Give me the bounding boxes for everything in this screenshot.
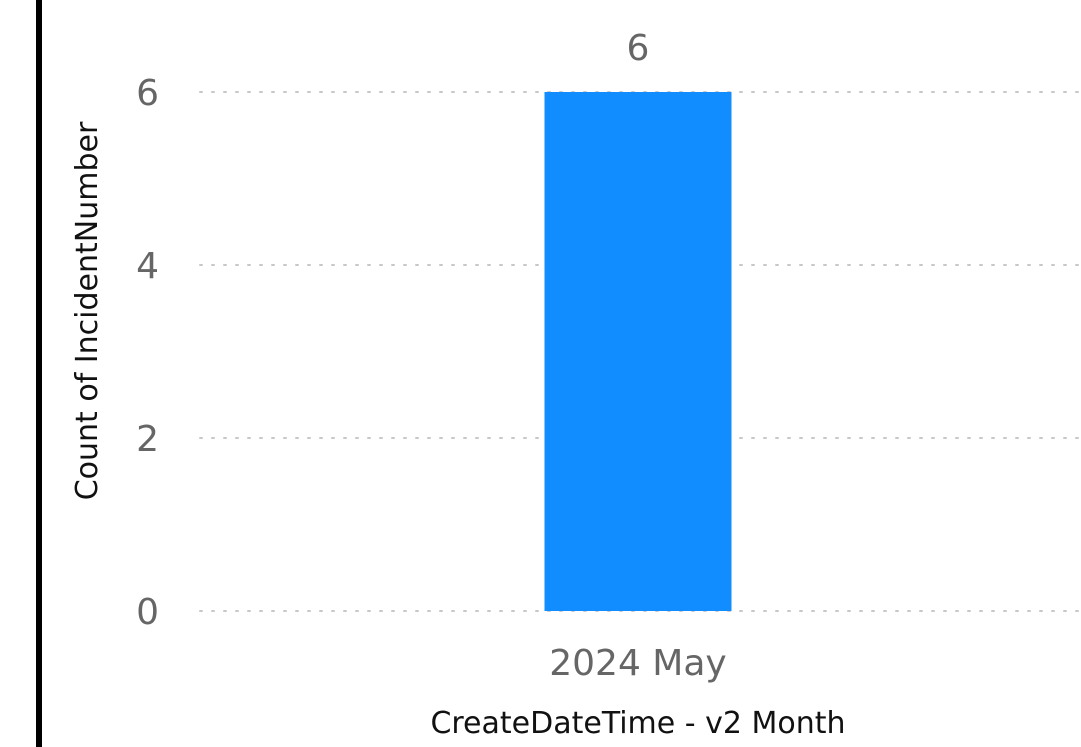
frame-left-border [36, 0, 42, 747]
x-axis-title: CreateDateTime - v2 Month [430, 706, 845, 741]
y-tick-label: 4 [136, 246, 159, 287]
x-tick-label: 2024 May [549, 643, 727, 684]
x-axis-tick-labels: 2024 May [549, 643, 727, 684]
bar[interactable] [544, 92, 732, 611]
bars [544, 92, 732, 611]
y-tick-label: 6 [136, 73, 159, 114]
y-axis-tick-labels: 0 2 4 6 [136, 73, 159, 633]
bar-data-label: 6 [627, 28, 650, 69]
gridlines [199, 91, 1081, 612]
y-tick-label: 0 [136, 592, 159, 633]
y-axis-title: Count of IncidentNumber [70, 121, 105, 500]
y-tick-label: 2 [136, 419, 159, 460]
data-labels: 6 [627, 28, 650, 69]
